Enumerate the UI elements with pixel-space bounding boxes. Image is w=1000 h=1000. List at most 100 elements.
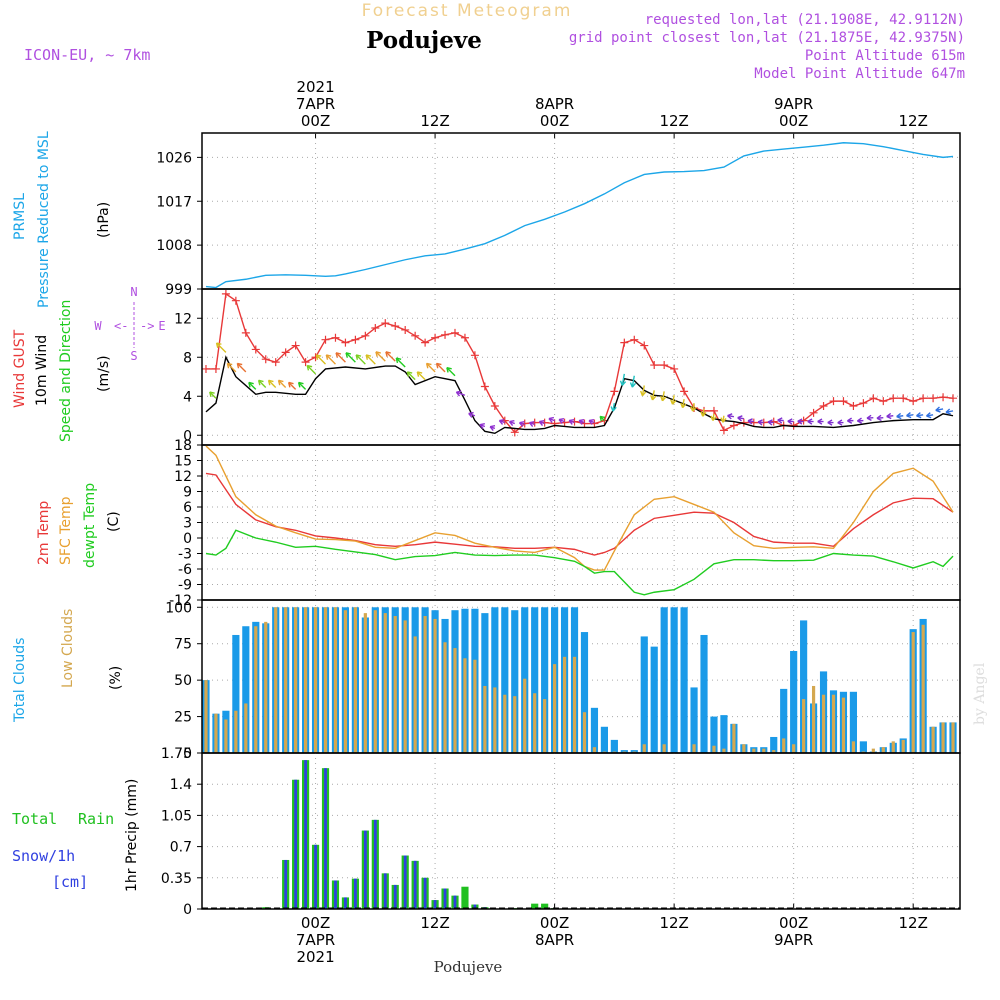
gust-marker <box>869 394 878 403</box>
top-time-label: 12Z <box>659 112 688 130</box>
wind-arrow <box>446 367 456 377</box>
wind-arrow <box>641 385 645 396</box>
low-cloud-bar <box>393 616 397 753</box>
bottom-time-label: 8APR <box>535 931 574 949</box>
wind-arrow-head <box>568 418 575 425</box>
snow-bar <box>324 768 327 909</box>
gust-marker <box>480 382 489 391</box>
wind-arrow <box>612 402 616 412</box>
wind-arrow-head <box>777 417 783 424</box>
wind-arrow-head <box>548 416 555 423</box>
y-tick-label: 75 <box>174 637 192 653</box>
total-cloud-bar <box>610 739 618 753</box>
wind-arrow-head <box>700 411 707 417</box>
model-altitude: Model Point Altitude 647m <box>754 66 965 82</box>
low-cloud-bar <box>752 748 756 753</box>
total-cloud-bar <box>501 607 509 753</box>
gust-marker <box>620 338 629 347</box>
y-tick-label: -6 <box>178 562 192 578</box>
wind-arrow-head <box>578 418 585 425</box>
gust-marker <box>889 394 898 403</box>
gust-marker <box>829 397 838 406</box>
snow-bar <box>453 895 457 909</box>
snow-bar <box>363 830 367 909</box>
bottom-time-label: 9APR <box>774 931 813 949</box>
gust-marker <box>909 397 918 406</box>
y-tick-label: 12 <box>174 311 192 327</box>
series-line <box>205 142 954 289</box>
wind-arrow <box>315 354 327 365</box>
y-tick-label: 1026 <box>156 150 192 166</box>
y-tick-label: 25 <box>174 710 192 726</box>
top-time-label: 2021 <box>296 78 334 96</box>
gust-marker <box>899 394 908 403</box>
low-cloud-bar <box>891 741 895 753</box>
snow-bar <box>473 904 477 909</box>
precip-side-labels: Total Rain Snow/1h [cm] 1hr Precip (mm) <box>12 779 140 892</box>
bottom-time-label: 00Z <box>779 914 808 932</box>
wind-arrow <box>298 381 307 390</box>
wind-arrow-head <box>365 354 372 360</box>
low-cloud-bar <box>553 664 557 753</box>
wind-arrow <box>209 391 217 399</box>
total-cloud-bar <box>780 688 788 753</box>
gust-marker <box>271 358 280 367</box>
rain-bar <box>461 886 469 909</box>
low-cloud-bar <box>443 642 447 753</box>
low-cloud-bar <box>881 747 885 753</box>
snow-bar <box>383 873 387 909</box>
gust-marker <box>321 335 330 344</box>
total-cloud-bar <box>720 715 728 753</box>
series-line <box>205 529 954 596</box>
total-cloud-bar <box>770 736 778 753</box>
wind-arrow-head <box>455 390 462 397</box>
top-time-label: 12Z <box>898 112 927 130</box>
wind-arrow <box>406 371 416 381</box>
wind-arrow-head <box>906 412 912 419</box>
snow-bar <box>403 855 407 909</box>
wind-arrow <box>216 342 227 353</box>
wind-arrow-head <box>856 417 863 424</box>
wind-arrow-head <box>325 354 332 360</box>
top-time-label: 7APR <box>296 95 335 113</box>
top-time-label: 00Z <box>301 112 330 130</box>
wind-arrow-head <box>468 411 474 418</box>
wind-arrow-head <box>277 379 284 386</box>
wind-arrow <box>661 391 665 401</box>
gust-marker <box>729 421 738 430</box>
wind-arrow-head <box>479 423 485 429</box>
bottom-time-label: 12Z <box>898 914 927 932</box>
y-tick-label: 4 <box>183 389 192 405</box>
gust-marker <box>211 364 220 373</box>
gust-marker <box>281 348 290 357</box>
wind-arrow <box>325 354 336 365</box>
bottom-time-label: 00Z <box>540 914 569 932</box>
y-tick-label: 0 <box>183 746 192 762</box>
gust-marker <box>819 402 828 410</box>
gust-marker <box>460 333 469 342</box>
series-line <box>205 292 954 434</box>
y-tick-label: 0 <box>183 902 192 918</box>
wind-arrow <box>456 391 466 396</box>
total-cloud-bar <box>481 613 489 753</box>
gust-marker <box>640 341 649 350</box>
t2m-label: 2m Temp <box>36 501 52 565</box>
wind-arrow <box>268 379 277 388</box>
snow-bar <box>314 844 317 909</box>
gust-marker <box>929 394 938 403</box>
gust-marker <box>709 406 718 415</box>
low-cloud-bar <box>274 607 278 753</box>
gust-marker <box>381 319 390 328</box>
wind-arrow <box>436 362 446 373</box>
total-cloud-bar <box>800 620 808 753</box>
credit-label: by Angel <box>972 662 988 725</box>
wind-arrow <box>306 365 317 375</box>
panel-frame <box>201 752 961 910</box>
y-tick-label: 100 <box>165 600 192 616</box>
total-cloud-bar <box>580 632 589 753</box>
wind-arrow <box>426 362 436 373</box>
gust-marker <box>879 397 888 406</box>
wind-arrow-head <box>619 380 627 386</box>
wind-arrow-head <box>297 381 304 388</box>
prmsl-label: PRMSL <box>12 193 28 240</box>
